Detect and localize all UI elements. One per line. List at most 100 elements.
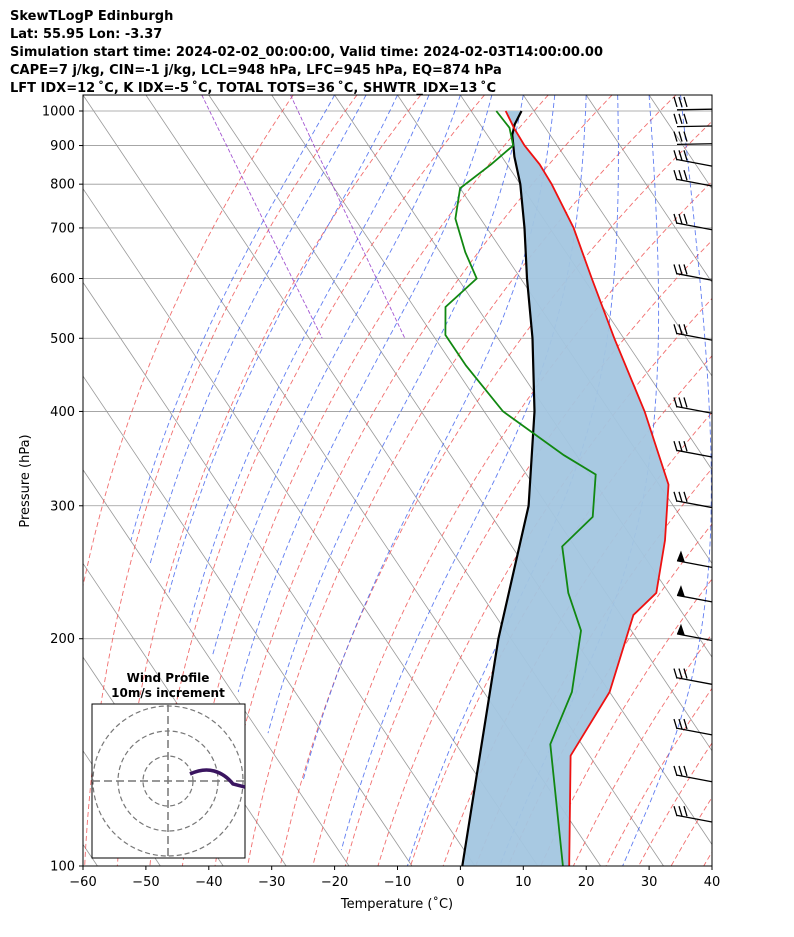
x-tick-label: −40 [195,875,222,890]
chart-title: SkewTLogP Edinburgh [10,9,174,24]
isotherm-gridline [711,95,712,96]
wind-barb-feather [683,213,688,225]
x-tick-label: −30 [258,875,285,890]
moist-adiabat [168,95,398,594]
wind-barb-shaft [676,108,713,111]
wind-barb-feather [678,213,683,225]
wind-barb-feather [683,150,688,161]
moist-adiabat [302,95,556,781]
wind-barb-shaft [676,500,713,509]
wind-barb-feather [678,264,683,275]
wind-barb-feather [673,668,678,679]
wind-barb-feather [683,805,688,817]
wind-barb-feather [683,131,688,142]
y-tick-label: 700 [50,221,75,236]
wind-barb-feather [678,491,683,502]
temperature-line [504,110,670,866]
dry-adiabat [507,523,712,866]
wind-barb [673,668,713,685]
moist-adiabat [237,95,493,693]
y-axis-label: Pressure (hPa) [18,434,33,527]
dry-adiabat [84,95,358,866]
mixing-ratio-line [290,95,406,339]
moist-adiabat [212,95,461,656]
wind-barb-feather [673,805,678,817]
dry-adiabat [116,95,422,866]
wind-barb-feather [683,718,688,730]
isotherm-gridline [585,95,712,284]
dry-adiabat [703,851,712,866]
wind-barb [673,441,713,458]
location-line: Lat: 55.95 Lon: -3.37 [10,27,163,42]
wind-barb-flag [677,623,685,636]
wind-barb-feather [683,441,688,452]
isotherm-gridline [83,469,350,866]
wind-barb-flag [677,550,685,563]
indices-line: LFT IDX=12 ˚C, K IDX=-5 ˚C, TOTAL TOTS=3… [10,81,497,96]
moist-adiabat [130,95,335,541]
wind-barb [676,550,713,568]
moist-adiabat [711,95,712,99]
wind-barb-feather [678,668,683,679]
dewpoint-line [444,110,597,866]
parcel-line [461,110,536,866]
wind-barb-shaft [676,178,713,187]
wind-barb-feather [683,169,688,181]
wind-barb-shaft [676,727,713,736]
wind-barb-feather [678,805,683,817]
wind-barb-feather [678,96,683,108]
wind-barb-feather [673,113,678,125]
wind-barb-feather [673,96,678,108]
wind-barb-feather [683,96,688,108]
wind-barb-feather [673,169,678,181]
y-tick-label: 800 [50,178,75,193]
wind-barb-feather [678,765,683,777]
x-tick-label: −20 [321,875,348,890]
time-line: Simulation start time: 2024-02-02_00:00:… [10,45,603,60]
cape-line: CAPE=7 j/kg, CIN=-1 j/kg, LCL=948 hPa, L… [10,63,502,78]
wind-barb-feather [673,264,678,275]
wind-barb-feather [678,397,683,408]
wind-barb-feather [678,169,683,181]
wind-barb-feather [678,150,683,161]
dry-adiabat [83,95,294,589]
dry-adiabat [769,95,794,866]
isotherm-gridline [83,187,539,866]
hodograph-rings [92,704,245,858]
x-tick-label: −60 [69,875,96,890]
dry-adiabat [736,95,794,866]
y-tick-label: 300 [50,499,75,514]
mixing-ratio-line [201,95,323,339]
wind-barb [673,805,713,823]
x-tick-label: −50 [132,875,159,890]
wind-barb-shaft [676,143,713,145]
wind-barb-feather [673,765,678,777]
wind-barb-feather [683,491,688,502]
wind-barb-feather [683,324,688,335]
wind-barb [673,213,713,231]
moist-adiabat [267,95,524,734]
wind-barb-feather [673,397,678,408]
wind-barb-feather [678,131,683,142]
wind-barb [673,131,713,145]
wind-barb [673,324,713,341]
wind-barb [676,585,713,603]
y-tick-label: 400 [50,405,75,420]
wind-barb-feather [678,441,683,452]
wind-barb [673,264,713,281]
moist-adiabat [189,95,430,623]
wind-barb-feather [678,718,683,730]
dry-adiabat [181,95,549,866]
y-tick-label: 100 [50,860,75,875]
hodograph-trace [189,768,245,789]
isotherm-gridline [83,281,476,866]
wind-barb-feather [673,441,678,452]
wind-barb-shaft [676,273,713,281]
wind-barb-feather [683,397,688,408]
wind-barb [673,169,713,187]
wind-barb-shaft [676,449,713,458]
x-tick-label: 20 [578,875,595,890]
isotherm-gridline [83,375,413,866]
x-tick-label: 0 [456,875,464,890]
